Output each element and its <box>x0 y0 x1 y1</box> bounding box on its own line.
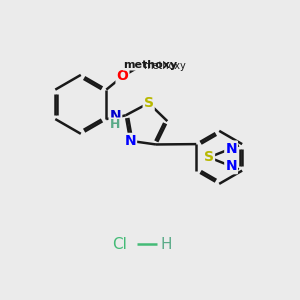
Text: O: O <box>117 69 128 83</box>
Text: N: N <box>225 159 237 173</box>
Text: methoxy: methoxy <box>123 60 178 70</box>
Text: S: S <box>144 96 154 110</box>
Text: H: H <box>110 118 121 131</box>
Text: methoxy: methoxy <box>143 61 186 71</box>
Text: N: N <box>124 134 136 148</box>
Text: N: N <box>110 109 121 123</box>
Text: Cl: Cl <box>112 237 127 252</box>
Text: N: N <box>225 142 237 155</box>
Text: S: S <box>204 150 214 164</box>
Text: H: H <box>160 237 172 252</box>
